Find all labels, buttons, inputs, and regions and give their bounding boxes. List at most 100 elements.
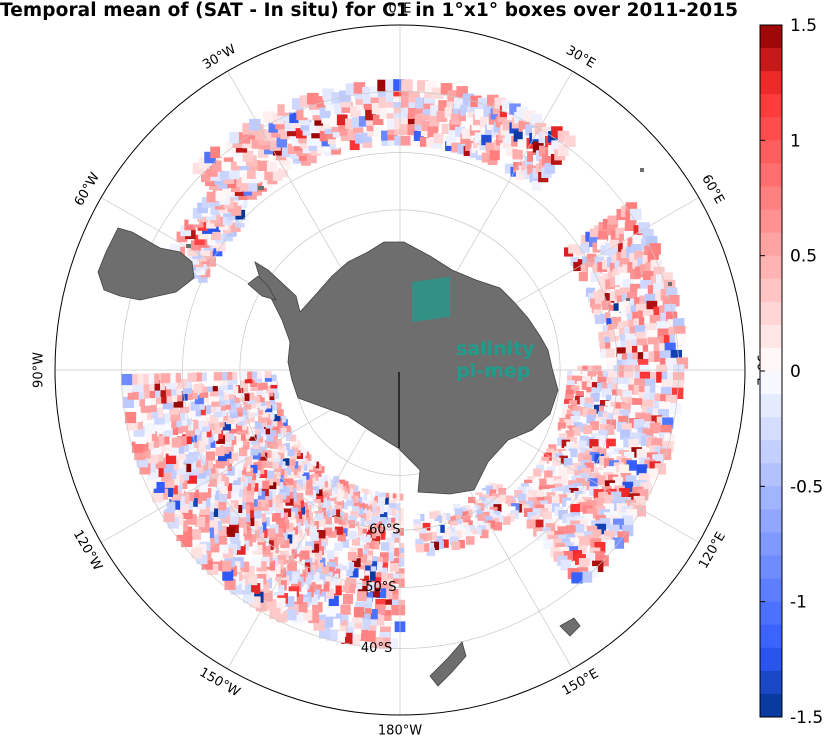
data-cell [618,301,629,312]
data-cell [392,513,400,521]
data-cell [282,442,291,451]
data-cell [356,492,364,500]
data-cell [324,488,332,496]
data-cell [317,518,326,527]
data-cell [488,513,497,522]
logo-mark [412,276,450,323]
data-cell [358,513,367,521]
data-cell [449,520,458,529]
data-cell [262,413,271,422]
data-cell [380,507,388,515]
graticule [55,25,745,715]
data-cell [319,130,331,142]
data-cell [224,381,233,390]
data-cell [653,283,665,295]
data-cell [625,475,637,487]
data-cell [173,423,184,434]
data-cell [321,136,332,147]
data-cell [326,128,337,140]
data-cell [338,565,348,575]
data-cell [379,631,391,644]
data-cell [347,520,356,529]
data-cell [557,130,570,143]
data-cell [269,403,277,411]
data-cell [408,108,419,119]
data-cell [218,407,227,416]
data-cell [586,253,597,264]
data-cell [254,375,263,383]
data-cell [264,417,272,425]
data-cell [162,426,173,437]
data-cell [357,517,365,526]
data-cell [225,386,234,395]
data-cell [383,578,393,588]
data-cell [207,477,217,487]
data-cell [199,417,209,427]
data-cell [284,425,291,433]
data-cell [468,496,476,505]
data-cell [328,507,337,516]
data-cell [563,403,572,413]
logo-line1: salinity [456,338,535,360]
data-cell [425,542,435,551]
data-cell [323,141,334,152]
data-cell [324,146,335,157]
data-cell [434,535,443,544]
data-cell [554,453,564,462]
data-cell [588,293,598,303]
data-cell [236,454,246,464]
data-cell [234,461,244,471]
data-cell [561,408,571,417]
data-cell [266,385,273,393]
data-cell [607,215,619,227]
data-cell [596,416,606,427]
data-cell [462,515,471,524]
data-cell [257,394,265,403]
data-cell [606,224,618,236]
data-cell [637,427,648,438]
data-cell [365,115,377,126]
data-cell [391,532,400,541]
data-cell [307,594,318,605]
data-cell [270,419,278,427]
data-cell [400,107,412,119]
data-cell [287,573,298,584]
data-cell [242,416,251,424]
data-cell [538,478,547,487]
data-cell [523,110,536,122]
data-cell [413,519,421,527]
data-cell [359,508,368,516]
data-cell [364,504,373,512]
data-cell [367,495,375,503]
data-cell [128,396,140,408]
data-cell [227,436,237,445]
data-cell [302,545,312,555]
data-cell [383,573,394,583]
data-cell [589,298,600,308]
data-cell [292,594,304,605]
data-cell [597,376,607,386]
data-cell [517,493,526,502]
data-cell [434,515,443,523]
data-cell [480,529,489,539]
data-cell [305,541,315,551]
colorbar-step [760,647,782,672]
data-cell [144,423,156,434]
data-cell [331,144,341,155]
data-cell [661,379,673,391]
data-cell [466,525,475,534]
data-cell [462,93,475,105]
data-cell [200,246,211,257]
data-cell [658,409,670,421]
colorbar-step [760,578,782,603]
data-cell [236,177,247,188]
data-cell [121,381,133,393]
colorbar-tick-label: 1.5 [790,16,817,36]
data-cell [266,389,274,397]
data-cell [220,560,232,572]
data-cell [587,409,597,419]
data-cell [422,522,431,531]
data-cell [248,400,257,409]
data-cell [470,534,480,543]
data-cell [619,334,630,345]
